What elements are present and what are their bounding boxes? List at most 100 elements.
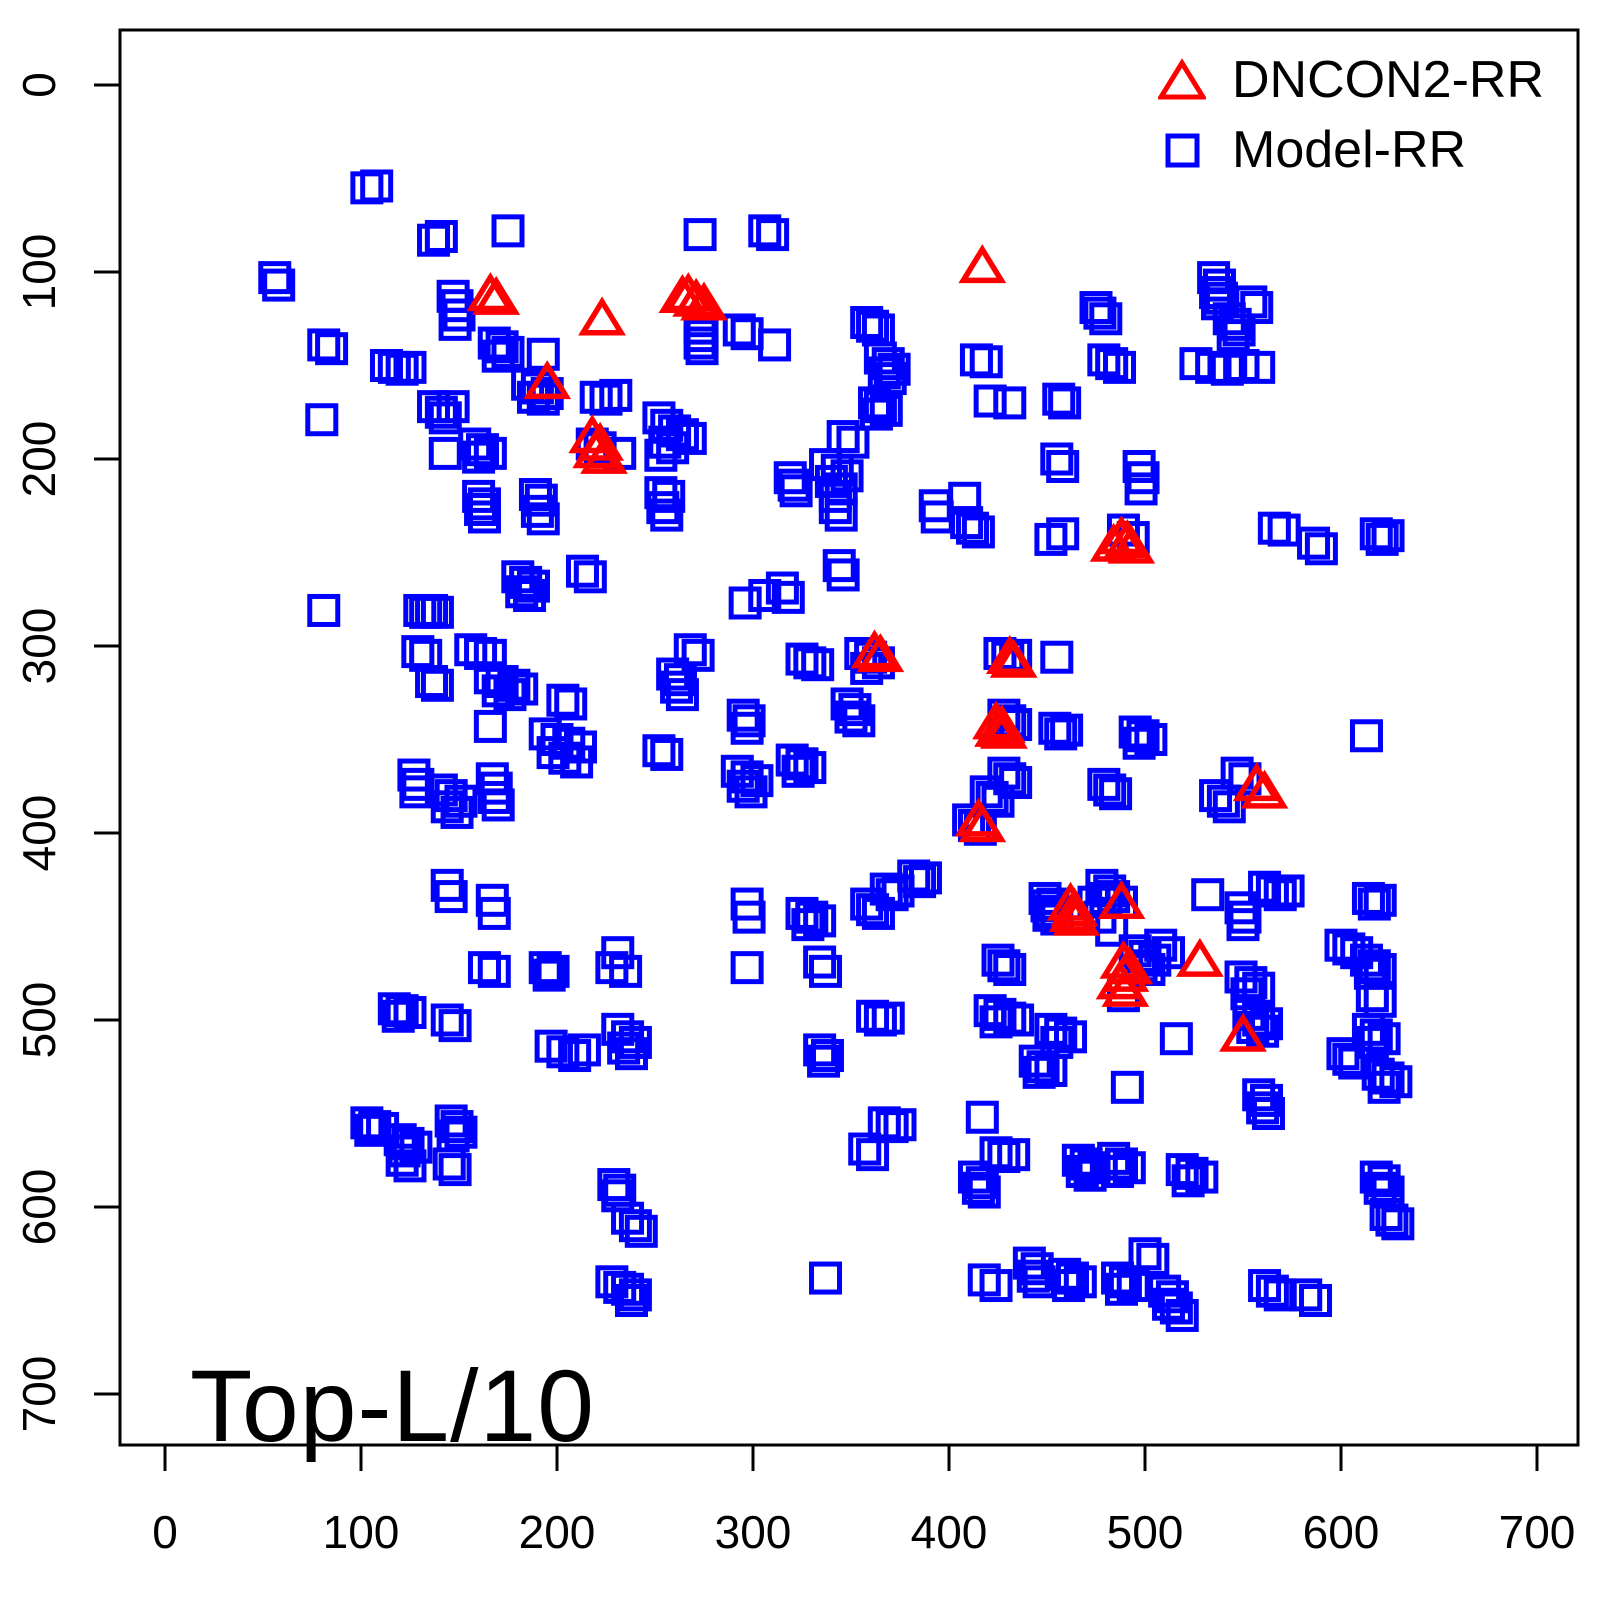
model-rr-point [393,1149,427,1183]
square-icon [1156,127,1208,173]
model-rr-point [258,261,292,295]
model-rr-point [869,393,903,427]
model-rr-point [454,633,488,667]
model-rr-point [491,214,525,248]
dncon2-rr-point [1101,967,1150,1007]
model-rr-point [748,579,782,613]
x-tick-label: 100 [323,1506,400,1558]
model-rr-point [466,433,500,467]
model-rr-point [1367,1164,1401,1198]
model-rr-point [611,1020,645,1054]
plot-box [118,28,1580,1447]
model-rr-point [467,500,501,534]
model-rr-point [618,1278,652,1312]
model-rr-point [1095,347,1129,381]
model-rr-point [883,1108,917,1142]
model-rr-point [856,1138,890,1172]
dncon2-rr-point [979,709,1028,749]
model-rr-point [1240,291,1274,325]
model-rr-point [775,743,809,777]
model-rr-point [1016,1259,1050,1293]
model-rr-point [973,384,1007,418]
x-tick-label: 300 [715,1506,792,1558]
y-tick-label: 200 [13,421,65,498]
model-rr-point [1040,640,1074,674]
model-rr-point [1165,1298,1199,1332]
model-rr-point [771,580,805,614]
model-rr-point [1365,522,1399,556]
y-tick-label: 500 [13,982,65,1059]
model-rr-point [438,307,472,341]
model-rr-point [1255,1274,1289,1308]
legend: DNCON2-RR Model-RR [1156,50,1544,180]
model-rr-point [1026,1050,1060,1084]
model-rr-point [961,1171,995,1205]
model-rr-point [1165,1153,1199,1187]
model-rr-point [526,502,560,536]
model-rr-point [391,1126,425,1160]
model-rr-point [748,214,782,248]
model-rr-point [1224,891,1258,925]
model-rr-point [1155,1280,1189,1314]
model-rr-point [624,1214,658,1248]
model-rr-point [442,298,476,332]
model-rr-point [1136,1242,1170,1276]
model-rr-point [1040,442,1074,476]
dncon2-rr-point [958,803,1007,843]
model-rr-point [993,953,1027,987]
model-rr-point [877,352,911,386]
model-rr-point [609,954,643,988]
model-rr-point [434,779,468,813]
model-rr-point [360,169,394,203]
model-rr-point [842,704,876,738]
model-rr-point [428,401,462,435]
model-rr-point [1371,1061,1405,1095]
dncon2-rr-point [523,360,572,400]
model-rr-point [961,515,995,549]
legend-label: Model-RR [1232,121,1467,179]
model-rr-point [665,678,699,712]
model-rr-point [1159,1291,1193,1325]
dncon2-rr-point [572,429,621,469]
model-rr-point [415,665,449,699]
dncon2-rr-point [578,296,626,336]
model-rr-point [532,958,566,992]
model-rr-point [785,747,819,781]
model-rr-point [477,780,511,814]
model-rr-point [983,997,1017,1031]
model-rr-point [1234,285,1268,319]
dncon2-rr-point [1052,896,1101,936]
model-rr-point [856,893,890,927]
model-rr-point [1001,1003,1035,1037]
model-rr-point [611,1272,645,1306]
model-rr-point [730,711,764,745]
model-rr-point [520,494,554,528]
model-rr-point [1050,713,1084,747]
y-tick-label: 700 [13,1356,65,1433]
model-rr-point [1110,1070,1144,1104]
model-rr-point [1046,449,1080,483]
model-rr-point [1375,1203,1409,1237]
model-rr-point [424,219,458,253]
dncon2-rr-point [466,272,515,312]
model-rr-point [305,403,339,437]
model-rr-point [1122,726,1156,760]
model-rr-point [393,350,427,384]
model-rr-point [1122,449,1156,483]
model-rr-point [871,1001,905,1035]
model-rr-point [434,880,468,914]
model-rr-point [981,784,1015,818]
model-rr-point [614,1037,648,1071]
model-rr-point [1226,908,1260,942]
model-rr-point [765,571,799,605]
dncon2-rr-point [472,275,521,315]
model-rr-point [589,382,623,416]
x-tick-label: 400 [911,1506,988,1558]
model-rr-point [838,693,872,727]
model-rr-point [1332,932,1366,966]
model-rr-point [1103,350,1137,384]
model-rr-point [646,491,680,525]
model-rr-point [1048,386,1082,420]
model-rr-point [1357,887,1391,921]
